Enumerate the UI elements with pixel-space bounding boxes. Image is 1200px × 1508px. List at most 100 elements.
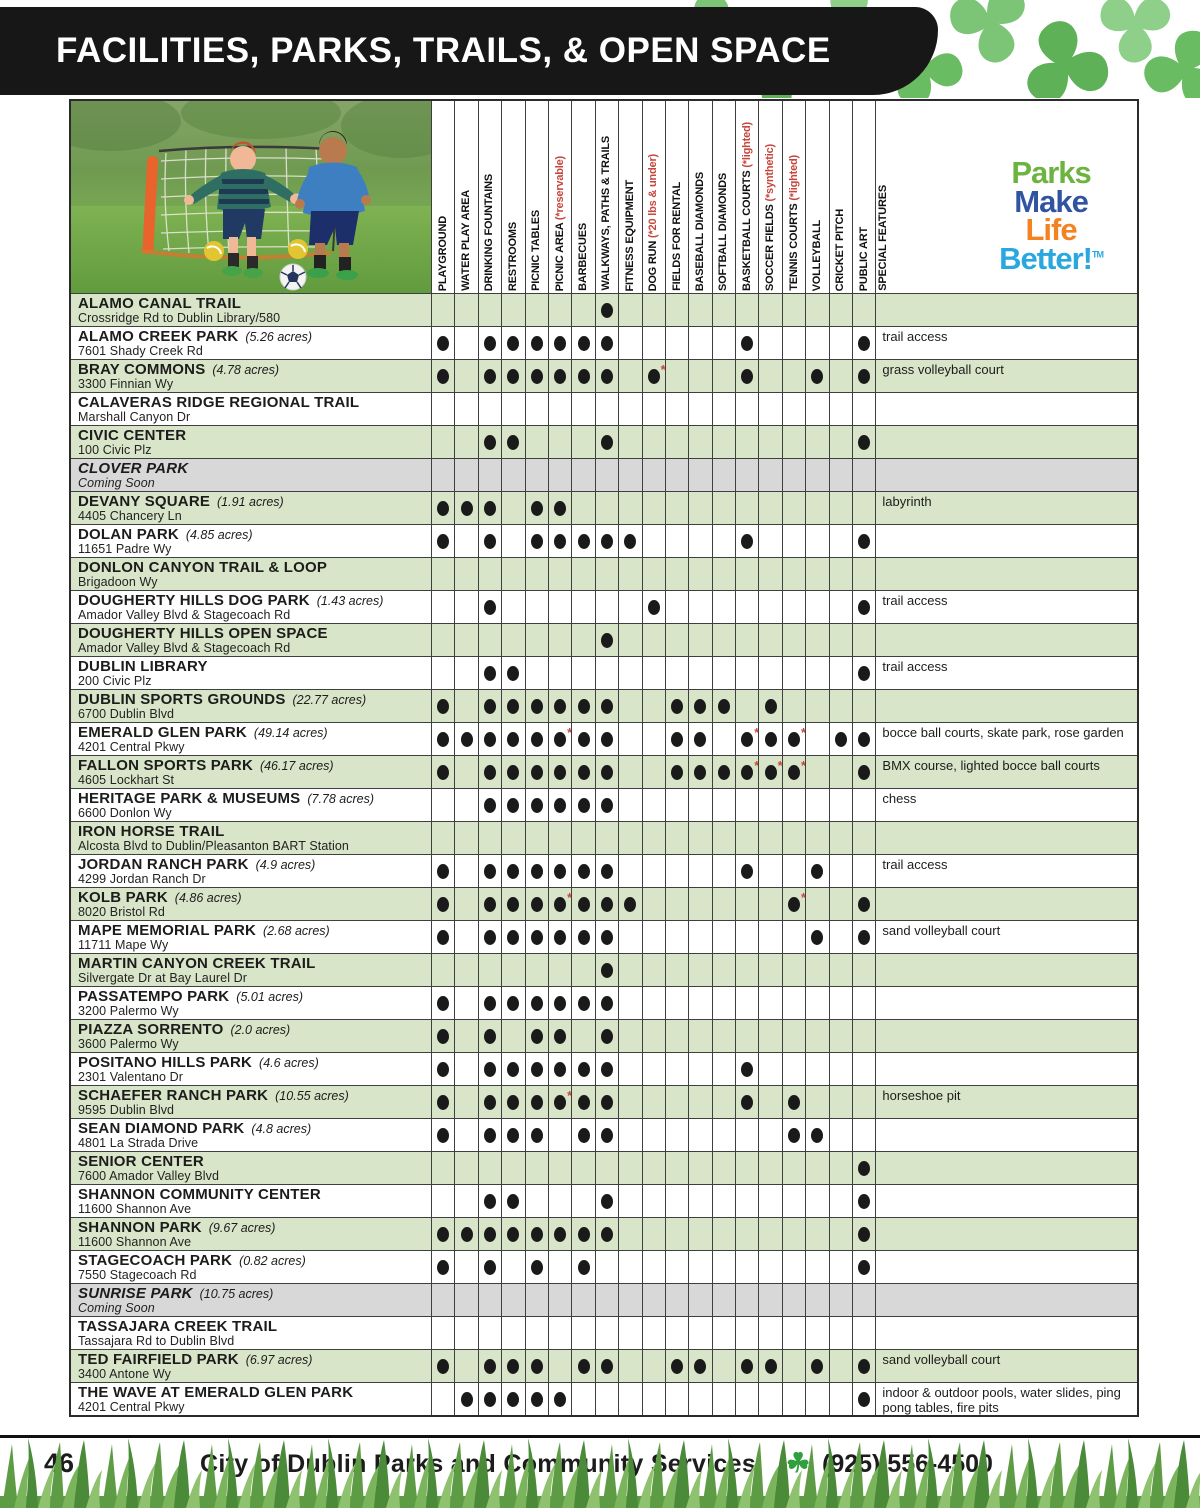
facility-cell: [525, 525, 548, 557]
facility-dot: [811, 1127, 824, 1143]
facility-cell: [502, 1152, 525, 1184]
facility-cell: [525, 294, 548, 326]
facility-dot: [577, 731, 590, 747]
facility-cell: [455, 1218, 478, 1250]
special-features-cell: [876, 690, 1137, 722]
facility-cell: [665, 1350, 689, 1382]
facility-cell: [642, 591, 665, 623]
facility-cell: [782, 1251, 806, 1283]
facility-dot: [507, 1226, 520, 1242]
facility-cell: [712, 1119, 736, 1151]
facility-dot: [741, 1061, 754, 1077]
facility-dot: [437, 764, 450, 780]
park-address: 4405 Chancery Ln: [78, 509, 182, 523]
facility-cell: *: [548, 888, 572, 920]
facility-cell: [665, 888, 689, 920]
facility-cell: [782, 1284, 806, 1316]
facility-dot: [554, 368, 567, 384]
facility-cell: [502, 1251, 525, 1283]
special-features-cell: [876, 1218, 1137, 1250]
facility-cell: [548, 921, 572, 953]
facility-dot: [530, 1127, 543, 1143]
park-acres: (5.26 acres): [238, 330, 313, 345]
park-name: CALAVERAS RIDGE REGIONAL TRAIL: [78, 394, 360, 412]
facility-cell: [548, 1152, 572, 1184]
facility-cell: [759, 1152, 782, 1184]
facility-cell: [455, 492, 478, 524]
page-title-banner: FACILITIES, PARKS, TRAILS, & OPEN SPACE: [0, 7, 938, 95]
facility-cell: [548, 393, 572, 425]
park-address: 4201 Central Pkwy: [78, 740, 185, 754]
facility-dot: [554, 863, 567, 879]
facility-cell: [806, 888, 829, 920]
facility-cell: [782, 426, 806, 458]
facility-cell: [782, 459, 806, 491]
facility-cell: [829, 1119, 853, 1151]
park-acres: (4.86 acres): [167, 891, 242, 906]
facility-cell: [665, 954, 689, 986]
facility-cell: [759, 789, 782, 821]
park-acres: (10.75 acres): [192, 1287, 274, 1302]
facility-cell: [806, 1185, 829, 1217]
column-header-label: CRICKET PITCH: [834, 208, 847, 291]
facility-cell: [712, 426, 736, 458]
facility-cell: [829, 1251, 853, 1283]
facility-dot: [577, 1094, 590, 1110]
facility-cell: [478, 1086, 502, 1118]
facility-dot: [858, 731, 871, 747]
facility-cell: [829, 360, 853, 392]
facility-cell: [806, 789, 829, 821]
facility-dot: [437, 929, 450, 945]
facility-cell: [478, 1020, 502, 1052]
facility-cell: [665, 1119, 689, 1151]
facility-cell: [455, 1119, 478, 1151]
park-name: SENIOR CENTER: [78, 1153, 204, 1171]
facility-dot: [577, 1259, 590, 1275]
facility-cell: [665, 294, 689, 326]
facility-cell: [853, 657, 876, 689]
facility-cell: [478, 987, 502, 1019]
facility-cell: [548, 1251, 572, 1283]
facility-cell: [689, 426, 712, 458]
facility-cell: [432, 1086, 455, 1118]
park-row-name: SENIOR CENTER 7600 Amador Valley Blvd: [71, 1152, 431, 1184]
facility-cell: [595, 1284, 619, 1316]
facility-cell: [502, 492, 525, 524]
park-row-name: THE WAVE AT EMERALD GLEN PARK 4201 Centra…: [71, 1383, 431, 1415]
column-header-label: DRINKING FOUNTAINS: [483, 173, 496, 291]
facility-cell: [689, 954, 712, 986]
facility-dot: [600, 1028, 613, 1044]
facility-cell: [712, 756, 736, 788]
facility-dot: [530, 1391, 543, 1407]
park-row-name: CALAVERAS RIDGE REGIONAL TRAIL Marshall C…: [71, 393, 431, 425]
facility-dot: [600, 1094, 613, 1110]
facility-dot: [437, 1061, 450, 1077]
facility-cell: [665, 723, 689, 755]
special-features-cell: [876, 1251, 1137, 1283]
facility-cell: [642, 1020, 665, 1052]
facility-cell: [548, 525, 572, 557]
facility-dot: [858, 929, 871, 945]
facility-cell: [572, 1185, 595, 1217]
facility-cell: [502, 789, 525, 821]
facility-cell: [689, 888, 712, 920]
facility-cell: [525, 591, 548, 623]
facility-cell: [736, 1086, 759, 1118]
facility-dot: [600, 302, 613, 318]
facility-dot: *: [554, 890, 571, 912]
facility-dot: [858, 533, 871, 549]
facility-cell: [525, 1119, 548, 1151]
facility-dot: [530, 764, 543, 780]
facility-cell: [736, 459, 759, 491]
asterisk-marker: *: [567, 890, 571, 905]
facility-cell: [759, 327, 782, 359]
facility-cell: [853, 360, 876, 392]
park-name: SHANNON COMMUNITY CENTER: [78, 1186, 321, 1204]
facility-cell: [665, 1317, 689, 1349]
facility-cell: [665, 756, 689, 788]
park-acres: (10.55 acres): [268, 1089, 349, 1104]
facility-cell: [502, 1086, 525, 1118]
column-header-label: BASKETBALL COURTS (*lighted): [740, 122, 753, 291]
facility-cell: [548, 822, 572, 854]
facility-cell: [432, 1218, 455, 1250]
